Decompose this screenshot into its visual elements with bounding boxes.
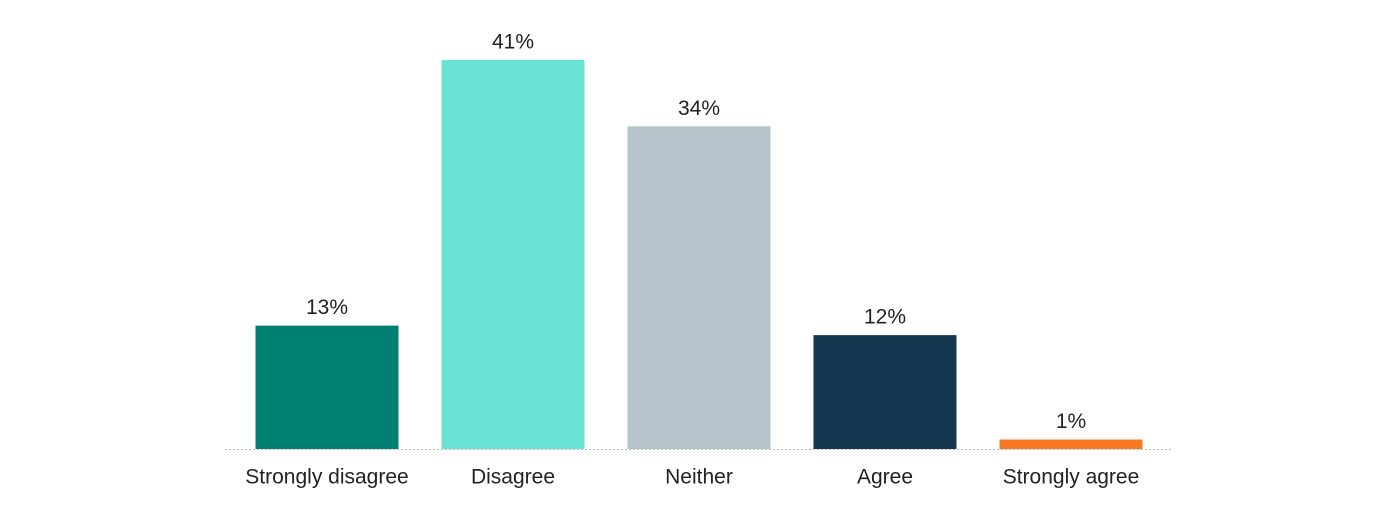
x-tick-label: Neither (665, 466, 733, 489)
x-tick-label: Agree (857, 466, 913, 489)
bar (627, 126, 771, 449)
value-label: 12% (864, 306, 906, 329)
bar (255, 325, 399, 449)
bar (999, 439, 1143, 449)
x-tick-label: Strongly agree (1003, 466, 1140, 489)
x-tick-label: Strongly disagree (245, 466, 408, 489)
x-tick-label: Disagree (471, 466, 555, 489)
value-label: 13% (306, 296, 348, 319)
value-label: 1% (1056, 410, 1086, 433)
bar (813, 335, 957, 449)
value-label: 34% (678, 97, 720, 120)
value-label: 41% (492, 30, 534, 53)
bar (441, 59, 585, 449)
